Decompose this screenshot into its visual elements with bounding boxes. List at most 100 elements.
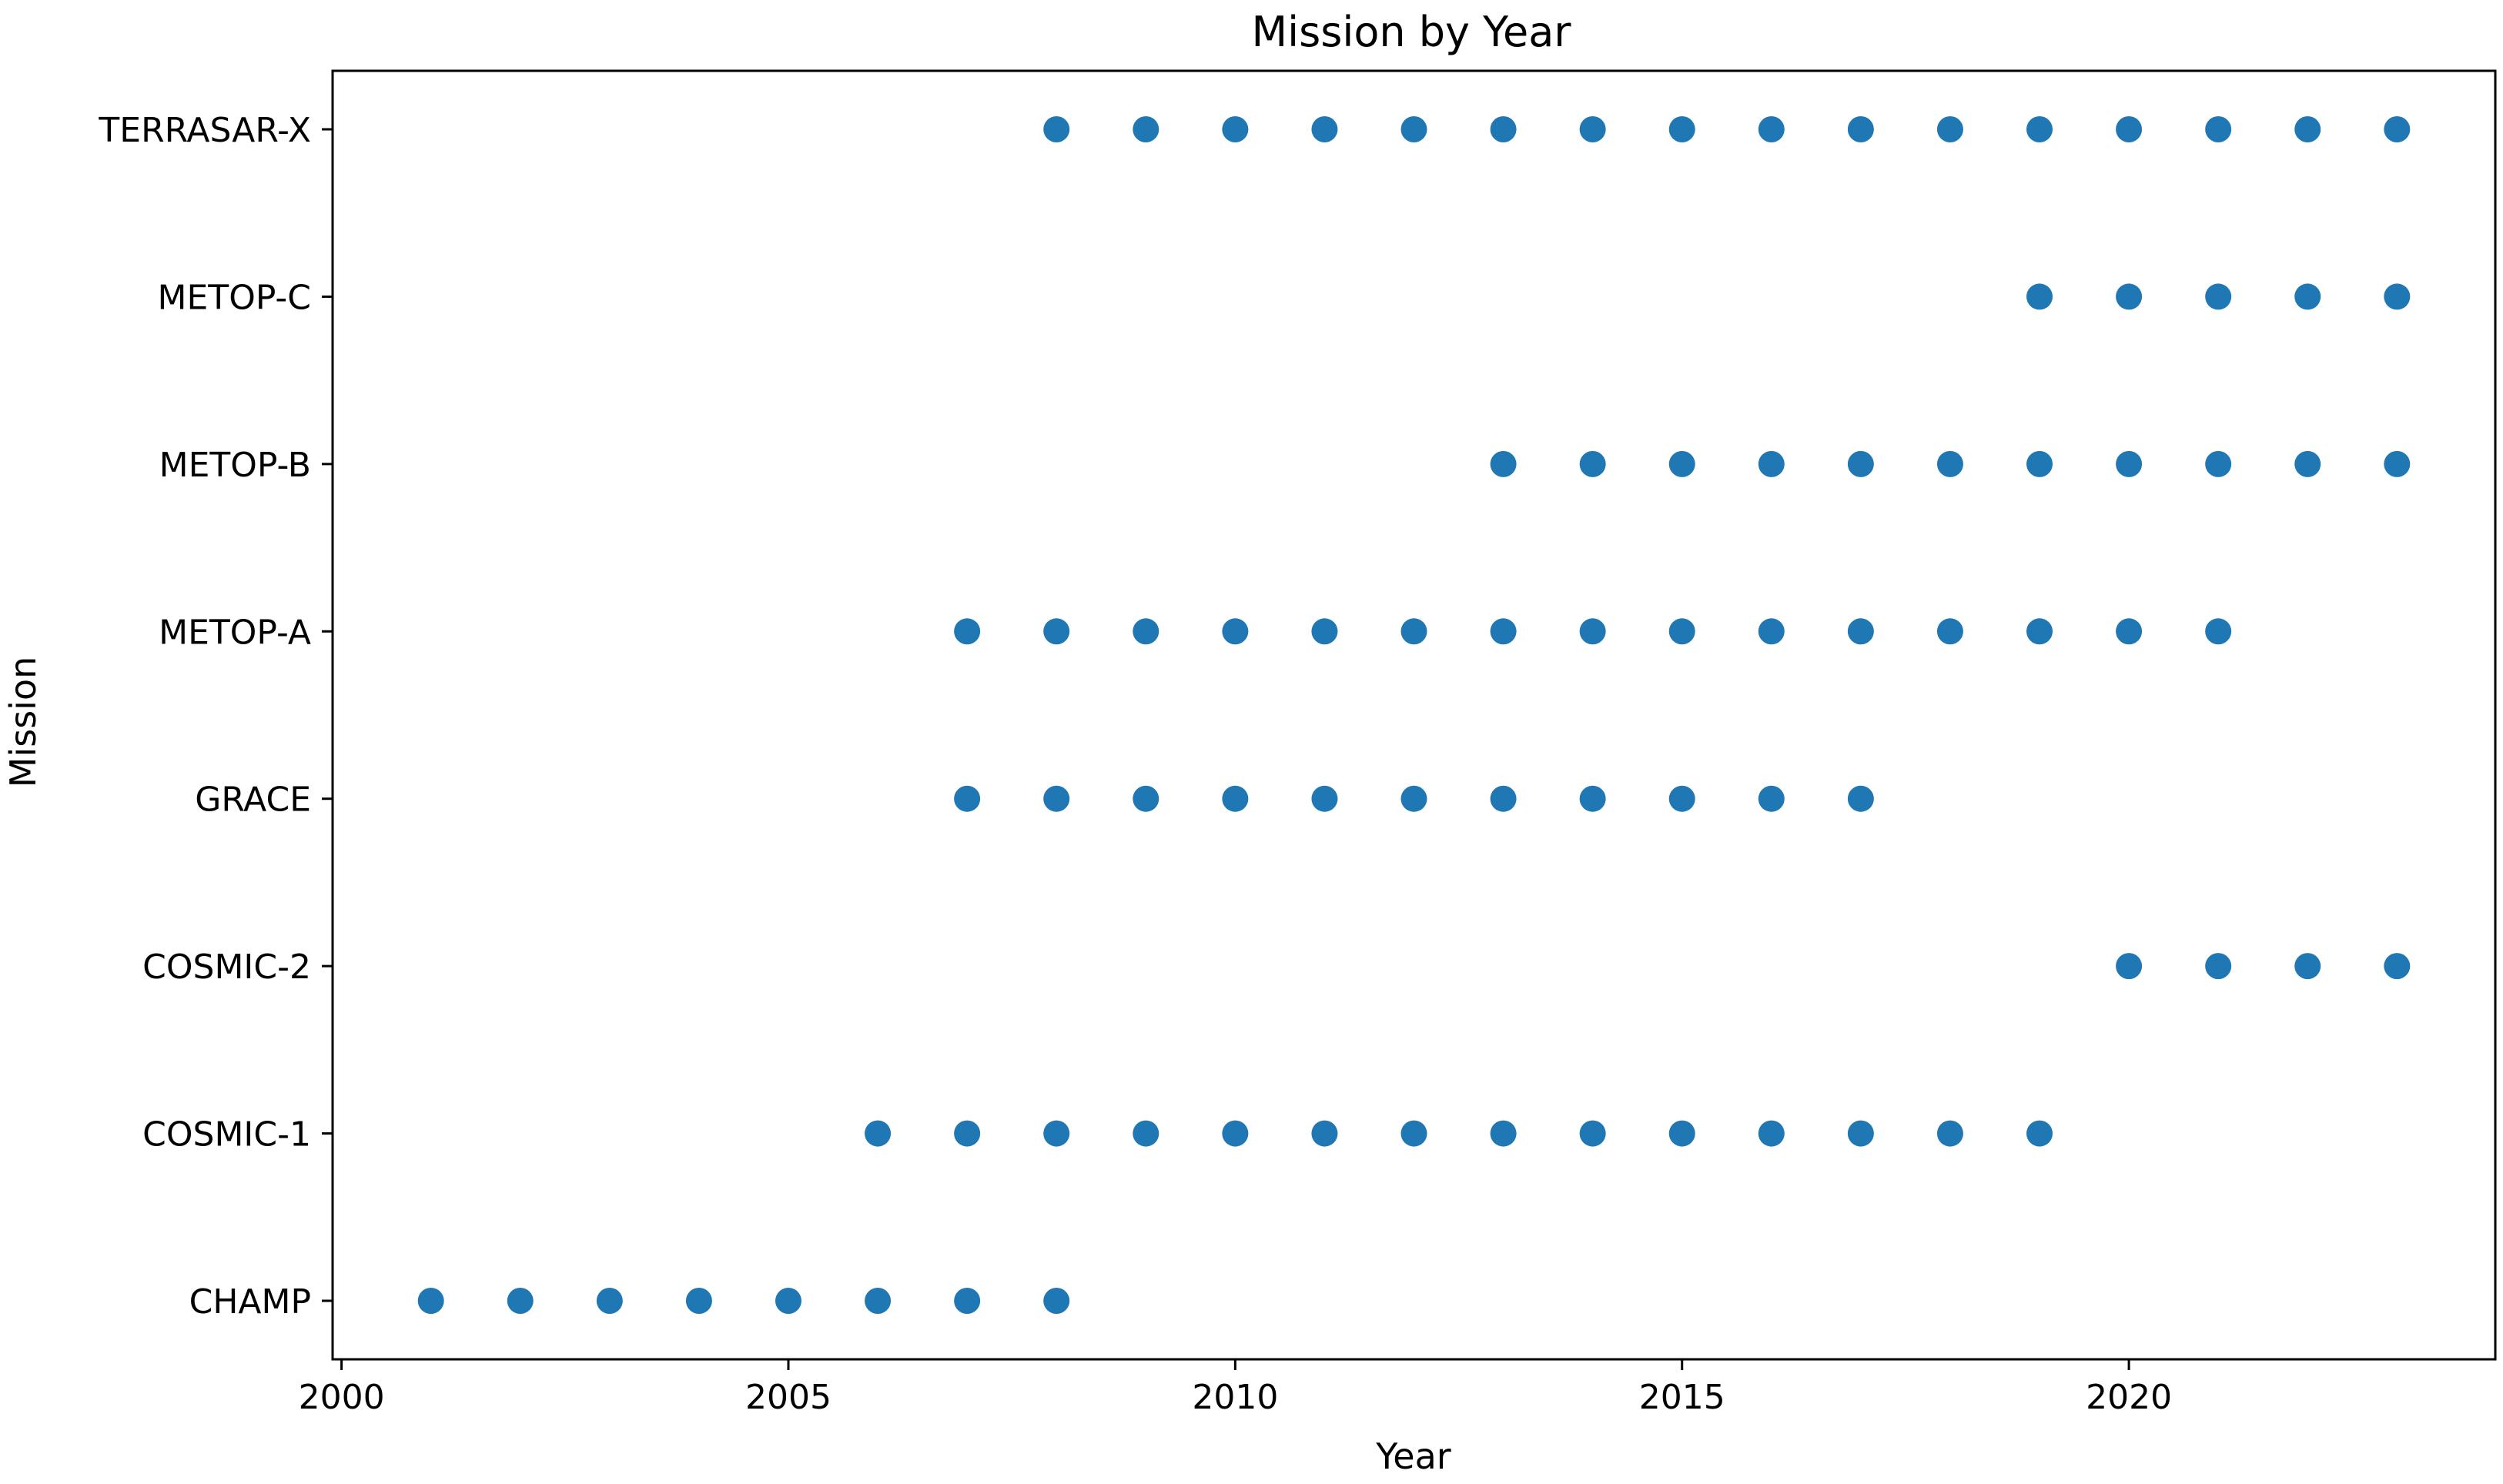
y-tick-label: METOP-A bbox=[159, 613, 311, 652]
data-point bbox=[1579, 450, 1606, 477]
data-point bbox=[2116, 283, 2143, 310]
data-point bbox=[2026, 618, 2053, 645]
data-point bbox=[2294, 953, 2321, 980]
data-point bbox=[507, 1288, 534, 1314]
data-point bbox=[1668, 1120, 1695, 1147]
y-tick-label: TERRASAR-X bbox=[98, 111, 311, 150]
data-point bbox=[1311, 785, 1338, 812]
data-point bbox=[2384, 953, 2411, 980]
data-point bbox=[1579, 618, 1606, 645]
data-point bbox=[1490, 618, 1517, 645]
y-tick-label: CHAMP bbox=[189, 1282, 311, 1322]
y-axis: CHAMP COSMIC-1 COSMIC-2 GRACE METOP-A METOP-B… bbox=[98, 111, 333, 1322]
data-point bbox=[1490, 450, 1517, 477]
data-point bbox=[1222, 116, 1249, 142]
data-point bbox=[1579, 785, 1606, 812]
data-point bbox=[2205, 116, 2232, 142]
data-point bbox=[2205, 450, 2232, 477]
x-tick-label: 2020 bbox=[2086, 1378, 2172, 1417]
data-point bbox=[1222, 618, 1249, 645]
data-point bbox=[1668, 116, 1695, 142]
data-point bbox=[1043, 618, 1070, 645]
data-point bbox=[2026, 116, 2053, 142]
y-tick-label: COSMIC-1 bbox=[142, 1115, 311, 1155]
data-point bbox=[1758, 1120, 1785, 1147]
data-point bbox=[1043, 785, 1070, 812]
data-point bbox=[1936, 1120, 1963, 1147]
data-point bbox=[1043, 116, 1070, 142]
data-point bbox=[954, 785, 981, 812]
data-point bbox=[1758, 618, 1785, 645]
data-point bbox=[2116, 618, 2143, 645]
y-tick-label: GRACE bbox=[195, 780, 311, 820]
data-point bbox=[2116, 953, 2143, 980]
data-point bbox=[1936, 450, 1963, 477]
data-point bbox=[2384, 450, 2411, 477]
x-tick-label: 2000 bbox=[299, 1378, 385, 1417]
data-point bbox=[417, 1288, 444, 1314]
data-point bbox=[1043, 1288, 1070, 1314]
data-point bbox=[1400, 618, 1427, 645]
data-point bbox=[1847, 116, 1874, 142]
data-point bbox=[1936, 116, 1963, 142]
data-point bbox=[685, 1288, 712, 1314]
data-point bbox=[2205, 283, 2232, 310]
x-tick-label: 2005 bbox=[745, 1378, 832, 1417]
data-point bbox=[1758, 450, 1785, 477]
data-point bbox=[1847, 618, 1874, 645]
data-point bbox=[1490, 116, 1517, 142]
data-point bbox=[2205, 953, 2232, 980]
data-point bbox=[2116, 450, 2143, 477]
data-point bbox=[1133, 785, 1159, 812]
data-point bbox=[2384, 116, 2411, 142]
data-point bbox=[954, 1288, 981, 1314]
data-point bbox=[954, 1120, 981, 1147]
data-point bbox=[1400, 1120, 1427, 1147]
x-axis-label: Year bbox=[1375, 1436, 1451, 1477]
data-point bbox=[1758, 116, 1785, 142]
y-tick-label: METOP-B bbox=[159, 446, 311, 485]
y-tick-label: COSMIC-2 bbox=[142, 948, 311, 987]
data-point bbox=[1311, 618, 1338, 645]
x-tick-label: 2010 bbox=[1192, 1378, 1278, 1417]
data-point bbox=[1847, 1120, 1874, 1147]
data-point bbox=[2294, 116, 2321, 142]
data-point bbox=[1400, 785, 1427, 812]
data-point bbox=[2384, 283, 2411, 310]
data-point bbox=[1668, 450, 1695, 477]
data-point bbox=[2294, 450, 2321, 477]
data-point bbox=[2205, 618, 2232, 645]
data-point bbox=[1222, 785, 1249, 812]
data-point bbox=[1043, 1120, 1070, 1147]
chart-title: Mission by Year bbox=[1251, 8, 1571, 56]
data-point bbox=[2026, 1120, 2053, 1147]
data-point bbox=[1758, 785, 1785, 812]
data-point bbox=[1400, 116, 1427, 142]
data-point bbox=[1133, 116, 1159, 142]
data-point bbox=[2026, 450, 2053, 477]
data-point bbox=[2116, 116, 2143, 142]
data-point bbox=[1490, 1120, 1517, 1147]
data-point bbox=[1847, 450, 1874, 477]
data-point bbox=[1936, 618, 1963, 645]
data-point bbox=[1311, 1120, 1338, 1147]
x-axis: 2000 2005 2010 2015 2020 bbox=[299, 1359, 2172, 1417]
data-point bbox=[1133, 1120, 1159, 1147]
data-point bbox=[1847, 785, 1874, 812]
x-tick-label: 2015 bbox=[1639, 1378, 1725, 1417]
y-axis-label: Mission bbox=[2, 657, 44, 787]
data-point bbox=[2294, 283, 2321, 310]
data-point bbox=[775, 1288, 801, 1314]
data-point bbox=[1490, 785, 1517, 812]
data-point bbox=[1579, 116, 1606, 142]
data-point bbox=[865, 1288, 892, 1314]
y-tick-label: METOP-C bbox=[158, 278, 311, 317]
data-point bbox=[1133, 618, 1159, 645]
data-point bbox=[1222, 1120, 1249, 1147]
data-point bbox=[1668, 618, 1695, 645]
data-point bbox=[596, 1288, 623, 1314]
data-point bbox=[2026, 283, 2053, 310]
data-point bbox=[865, 1120, 892, 1147]
scatter-points bbox=[417, 116, 2411, 1314]
